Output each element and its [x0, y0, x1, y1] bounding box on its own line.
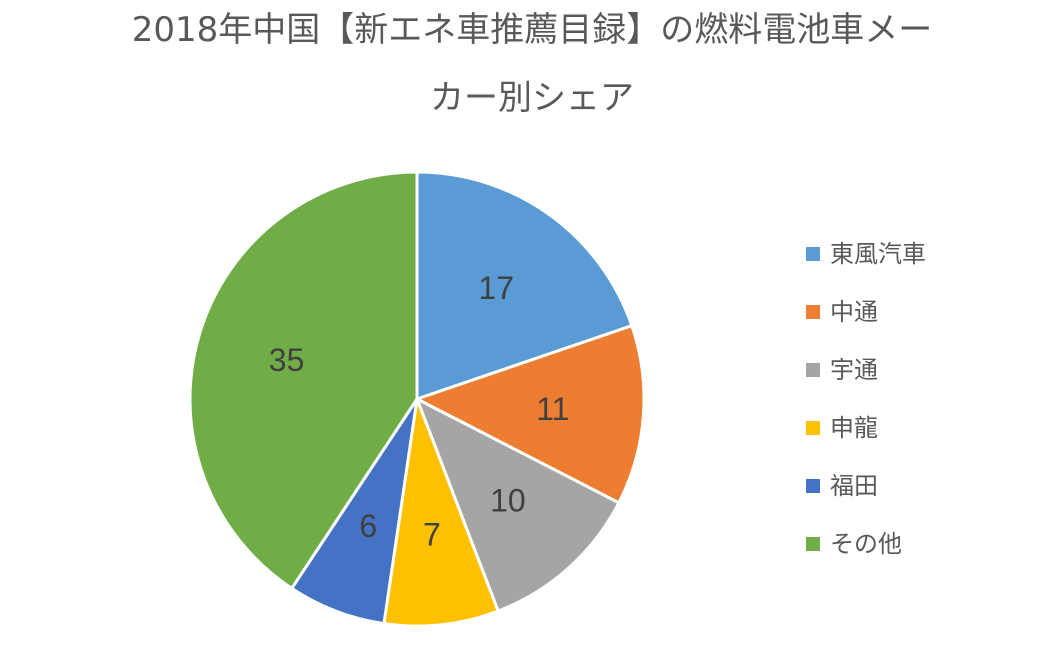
legend-label: 中通	[830, 298, 878, 326]
pie-slice-6	[188, 170, 419, 590]
legend-swatch	[806, 247, 820, 261]
chart-title-line-1: 2018年中国【新エネ車推薦目録】の燃料電池車メー	[131, 10, 933, 50]
data-label-3: 10	[490, 482, 526, 518]
legend-swatch	[806, 421, 820, 435]
data-label-5: 6	[359, 508, 377, 544]
legend-item-2: 中通	[806, 298, 926, 326]
legend-label: 東風汽車	[830, 240, 926, 268]
legend-swatch	[806, 537, 820, 551]
pie-data-labels: 17 11 10 7 6 35	[269, 270, 570, 552]
data-label-2: 11	[536, 391, 569, 427]
legend-item-1: 東風汽車	[806, 240, 926, 268]
legend-item-5: 福田	[806, 472, 926, 500]
legend-item-4: 申龍	[806, 414, 926, 442]
pie-slice-2	[415, 324, 646, 505]
chart-title-line-2: カー別シェア	[430, 78, 634, 118]
data-label-4: 7	[423, 516, 441, 552]
legend-swatch	[806, 479, 820, 493]
pie-slices	[188, 170, 646, 628]
pie-slice-3	[415, 397, 621, 613]
legend-swatch	[806, 305, 820, 319]
data-label-1: 17	[478, 270, 514, 306]
legend-swatch	[806, 363, 820, 377]
legend-item-3: 宇通	[806, 356, 926, 384]
legend-item-6: その他	[806, 530, 926, 558]
pie-slice-4	[382, 397, 500, 628]
legend-label: 申龍	[830, 414, 878, 442]
data-label-6: 35	[269, 342, 305, 378]
legend-label: 福田	[830, 472, 878, 500]
legend-label: その他	[830, 530, 902, 558]
pie-slice-1	[415, 170, 634, 401]
legend-label: 宇通	[830, 356, 878, 384]
legend: 東風汽車中通宇通申龍福田その他	[806, 240, 926, 588]
